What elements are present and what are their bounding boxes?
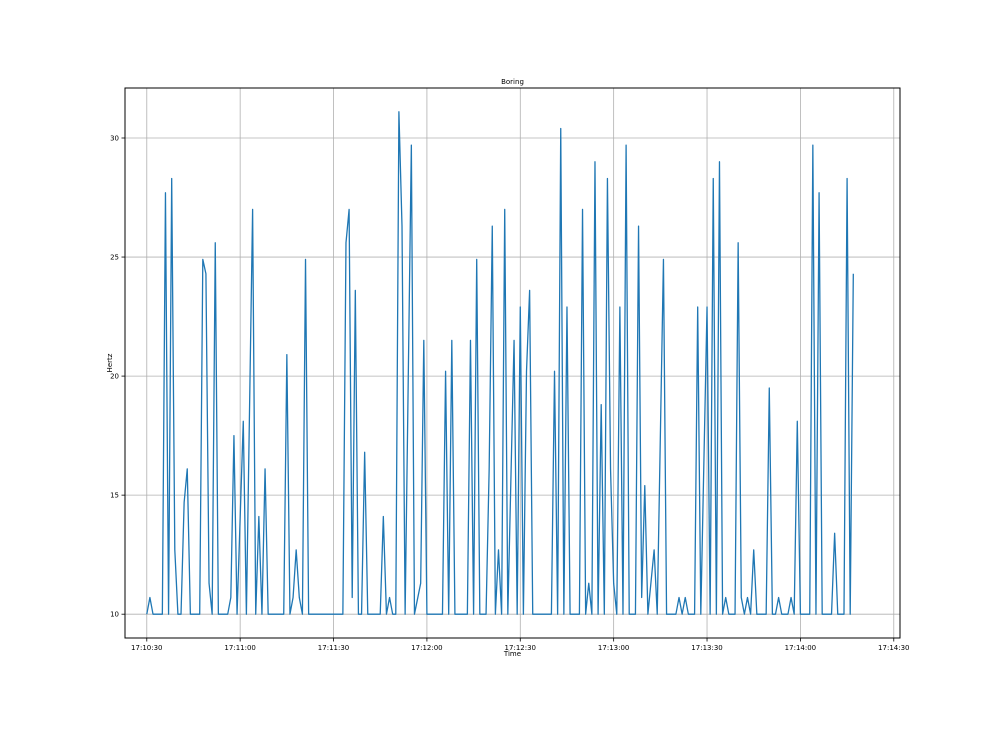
y-axis-label: Hertz <box>106 353 114 372</box>
axes-frame <box>124 87 901 639</box>
x-tick-label: 17:14:00 <box>785 644 816 652</box>
x-tick-label: 17:12:30 <box>505 644 536 652</box>
x-tick-label: 17:14:30 <box>878 644 909 652</box>
x-axis-ticks: 17:10:30 17:11:00 17:11:30 17:12:00 17:12:30… <box>131 638 910 652</box>
y-axis-ticks: 10 15 20 25 30 <box>110 135 125 619</box>
x-tick-label: 17:11:30 <box>318 644 349 652</box>
y-tick-label: 10 <box>110 611 119 619</box>
x-tick-label: 17:12:00 <box>411 644 442 652</box>
y-tick-label: 25 <box>110 254 119 262</box>
plot-series <box>146 111 854 615</box>
y-tick-label: 15 <box>110 492 119 500</box>
x-tick-label: 17:13:30 <box>691 644 722 652</box>
x-tick-label: 17:13:00 <box>598 644 629 652</box>
chart-title: Boring <box>501 78 524 86</box>
x-tick-label: 17:11:00 <box>224 644 255 652</box>
series-line-0 <box>146 111 854 615</box>
x-tick-label: 17:10:30 <box>131 644 162 652</box>
x-axis-label: Time <box>503 650 521 658</box>
y-tick-label: 20 <box>110 373 119 381</box>
y-tick-label: 30 <box>110 135 119 143</box>
